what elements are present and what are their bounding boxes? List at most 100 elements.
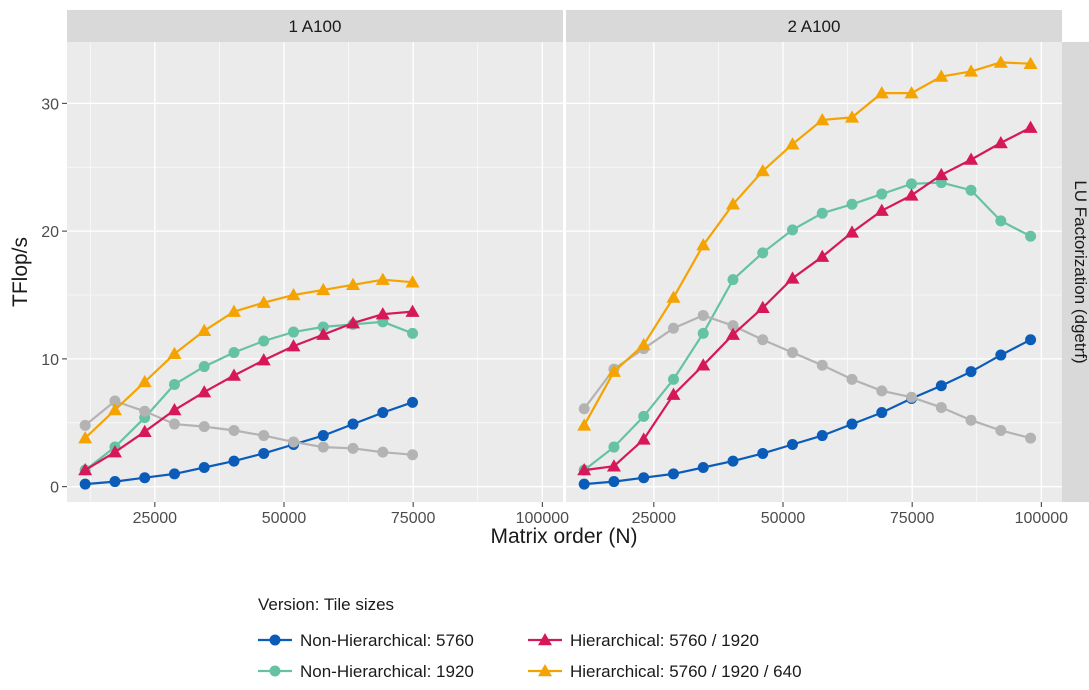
data-point bbox=[407, 449, 419, 461]
data-point bbox=[317, 321, 329, 333]
data-point bbox=[965, 366, 977, 378]
facet-row-label: LU Factorization (dgetrf) bbox=[1071, 180, 1089, 363]
series-non-hierarchical-5760 bbox=[79, 396, 419, 490]
data-point bbox=[375, 272, 390, 285]
data-point bbox=[934, 69, 949, 82]
data-point bbox=[228, 455, 240, 467]
panel-2-strip bbox=[566, 10, 1062, 42]
data-point bbox=[757, 334, 769, 346]
data-point bbox=[995, 424, 1007, 436]
data-point bbox=[725, 327, 740, 340]
data-point bbox=[876, 385, 888, 397]
data-point bbox=[906, 178, 918, 190]
x-tick-label: 25000 bbox=[133, 510, 178, 527]
data-point bbox=[317, 441, 329, 453]
data-point bbox=[876, 407, 888, 419]
data-point bbox=[137, 374, 152, 388]
data-point bbox=[137, 424, 152, 437]
legend-label: Hierarchical: 5760 / 1920 / 640 bbox=[570, 662, 802, 681]
data-point bbox=[198, 462, 210, 473]
data-point bbox=[725, 197, 740, 210]
legend-marker bbox=[269, 665, 281, 677]
data-point bbox=[636, 337, 651, 351]
y-tick-label: 20 bbox=[41, 224, 59, 241]
data-point bbox=[107, 403, 122, 416]
data-point bbox=[407, 396, 419, 408]
data-point bbox=[785, 137, 800, 150]
data-point bbox=[845, 225, 860, 238]
data-point bbox=[697, 309, 709, 321]
panel-1-title: 1 A100 bbox=[289, 17, 342, 36]
series-hierarchical-5760-1920-640 bbox=[78, 272, 420, 444]
data-point bbox=[1025, 230, 1037, 242]
data-point bbox=[904, 86, 919, 99]
data-point bbox=[377, 446, 389, 458]
data-point bbox=[256, 295, 271, 308]
x-tick-label: 25000 bbox=[632, 510, 677, 527]
data-point bbox=[286, 288, 301, 301]
data-point bbox=[727, 455, 739, 467]
panel-2-a100: 2 A100 bbox=[566, 10, 1062, 502]
data-point bbox=[168, 378, 180, 390]
data-point bbox=[109, 476, 121, 488]
data-point bbox=[258, 430, 270, 442]
x-axis: 25000 50000 75000 100000 25000 50000 75000 1000… bbox=[133, 502, 1068, 527]
data-point bbox=[757, 447, 769, 459]
data-point bbox=[167, 346, 182, 360]
data-point bbox=[935, 401, 947, 413]
data-point bbox=[755, 164, 770, 177]
x-tick-label: 100000 bbox=[1015, 510, 1068, 527]
data-point bbox=[606, 459, 621, 472]
legend-item: Hierarchical: 5760 / 1920 bbox=[528, 631, 759, 650]
data-point bbox=[606, 364, 621, 377]
data-point bbox=[876, 188, 888, 200]
data-point bbox=[1023, 56, 1038, 69]
data-point bbox=[226, 304, 241, 317]
series-non-hierarchical-640 bbox=[79, 395, 419, 461]
legend-marker bbox=[538, 633, 552, 646]
data-point bbox=[316, 282, 331, 296]
series-hierarchical-5760-1920 bbox=[78, 304, 420, 476]
data-point bbox=[288, 326, 300, 338]
data-point bbox=[845, 110, 860, 123]
series-line bbox=[583, 61, 1031, 426]
panel-1-series bbox=[78, 272, 420, 490]
data-point bbox=[785, 271, 800, 284]
series-hierarchical-5760-1920 bbox=[577, 120, 1038, 476]
data-point bbox=[577, 463, 592, 476]
data-point bbox=[666, 290, 681, 303]
data-point bbox=[816, 359, 828, 371]
data-point bbox=[667, 322, 679, 334]
data-point bbox=[288, 436, 300, 448]
data-point bbox=[755, 300, 770, 314]
data-point bbox=[727, 320, 739, 332]
series-line bbox=[584, 126, 1032, 472]
panel-2-series bbox=[577, 55, 1038, 490]
data-point bbox=[965, 414, 977, 426]
data-point bbox=[846, 198, 858, 210]
data-point bbox=[697, 462, 709, 473]
data-point bbox=[696, 358, 711, 371]
data-point bbox=[697, 327, 709, 339]
series-line bbox=[583, 181, 1032, 471]
data-point bbox=[696, 238, 711, 251]
legend-title: Version: Tile sizes bbox=[258, 595, 394, 614]
panel-1-strip bbox=[67, 10, 563, 42]
data-point bbox=[79, 478, 91, 490]
data-point bbox=[815, 112, 830, 126]
data-point bbox=[139, 405, 151, 417]
data-point bbox=[198, 421, 210, 433]
data-point bbox=[667, 373, 679, 385]
legend: Version: Tile sizes Non-Hierarchical: 57… bbox=[258, 595, 802, 681]
data-point bbox=[993, 55, 1008, 68]
data-point bbox=[816, 207, 828, 219]
data-point bbox=[995, 349, 1007, 361]
data-point bbox=[578, 403, 590, 415]
panel-1-background bbox=[67, 42, 563, 502]
panel-2-grid bbox=[566, 42, 1062, 502]
x-tick-label: 50000 bbox=[262, 510, 307, 527]
y-tick-label: 30 bbox=[41, 96, 59, 113]
data-point bbox=[787, 439, 799, 450]
data-point bbox=[316, 327, 331, 340]
data-point bbox=[1025, 432, 1037, 444]
